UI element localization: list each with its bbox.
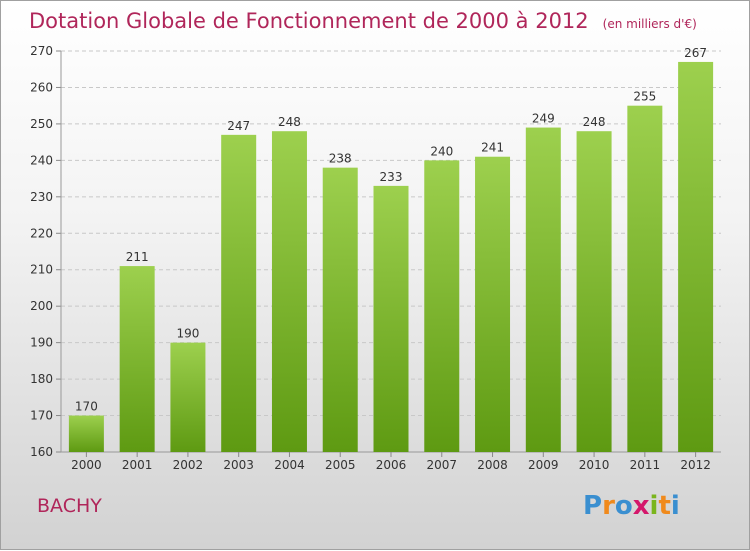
y-tick-label: 190: [30, 336, 53, 350]
logo-letter: i: [670, 491, 680, 521]
bar-data-label: 211: [126, 250, 149, 264]
y-tick-label: 260: [30, 80, 53, 94]
x-tick-label: 2008: [477, 458, 508, 472]
bar: [576, 131, 612, 452]
bar-data-label: 248: [278, 115, 301, 129]
bar-data-label: 233: [380, 170, 403, 184]
bar: [424, 160, 460, 452]
bar: [119, 266, 155, 452]
y-tick-label: 250: [30, 117, 53, 131]
y-tick-label: 220: [30, 226, 53, 240]
bar-data-label: 249: [532, 112, 555, 126]
chart-title: Dotation Globale de Fonctionnement de 20…: [29, 9, 697, 33]
y-axis-ticks: 160 170 180 190 200 210 220 230 240 250 260 270: [30, 44, 53, 459]
logo-letter: x: [632, 491, 650, 521]
bar: [678, 61, 714, 452]
logo-letter: i: [649, 491, 659, 521]
logo-letter: P: [583, 491, 603, 521]
x-tick-label: 2007: [426, 458, 457, 472]
bar-data-label: 267: [684, 46, 707, 60]
y-tick-label: 240: [30, 153, 53, 167]
x-tick-label: 2009: [528, 458, 559, 472]
x-tick-label: 2005: [325, 458, 356, 472]
y-tick-label: 170: [30, 409, 53, 423]
bar-data-label: 248: [583, 115, 606, 129]
bar: [373, 185, 409, 452]
bar-data-label: 247: [227, 119, 250, 133]
x-tick-label: 2011: [630, 458, 661, 472]
bar: [627, 105, 663, 452]
bar: [322, 167, 358, 452]
x-tick-label: 2006: [376, 458, 407, 472]
bar-data-label: 170: [75, 400, 98, 414]
commune-name: BACHY: [37, 495, 102, 517]
chart-subtitle: (en milliers d'€): [602, 17, 697, 31]
x-tick-label: 2000: [71, 458, 102, 472]
x-tick-label: 2002: [173, 458, 204, 472]
bar: [475, 156, 511, 452]
bar-data-label: 240: [430, 144, 453, 158]
bar-data-label: 255: [633, 90, 656, 104]
logo-letter: o: [614, 491, 633, 521]
proxiti-logo: Proxiti: [583, 491, 680, 521]
y-tick-label: 230: [30, 190, 53, 204]
bar: [525, 127, 561, 453]
bar: [68, 415, 104, 452]
x-tick-label: 2001: [122, 458, 153, 472]
x-tick-label: 2012: [680, 458, 711, 472]
y-tick-label: 160: [30, 445, 53, 459]
logo-letter: r: [602, 491, 615, 521]
x-axis-ticks: 2000 2001 2002 2003 2004 2005 2006 2007 2008 2009…: [71, 452, 711, 472]
title-text: Dotation Globale de Fonctionnement de 20…: [29, 9, 589, 33]
bar: [271, 131, 307, 452]
bar-data-label: 241: [481, 141, 504, 155]
bar: [170, 342, 206, 452]
x-tick-label: 2010: [579, 458, 610, 472]
x-tick-label: 2003: [223, 458, 254, 472]
bar-data-label: 190: [176, 327, 199, 341]
y-tick-label: 210: [30, 263, 53, 277]
logo-letter: t: [658, 491, 671, 521]
x-tick-label: 2004: [274, 458, 305, 472]
bar-data-label: 238: [329, 152, 352, 166]
bars: 170 211 190 247 248 238 233 240 241 249 248 255 267: [68, 46, 714, 453]
y-tick-label: 200: [30, 299, 53, 313]
y-tick-label: 180: [30, 372, 53, 386]
y-tick-label: 270: [30, 44, 53, 58]
bar: [221, 134, 257, 452]
